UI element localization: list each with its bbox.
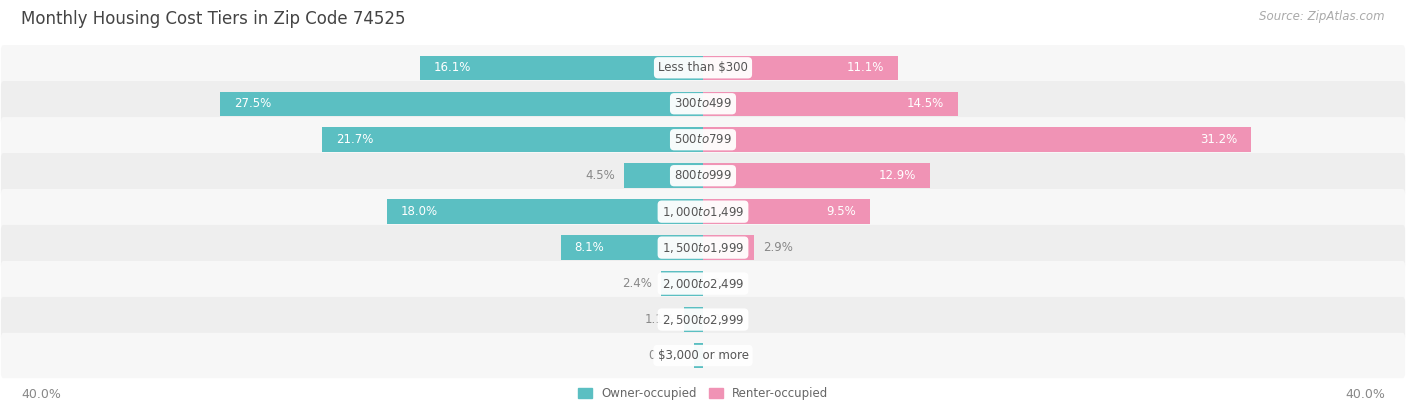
Text: 2.4%: 2.4% — [623, 277, 652, 290]
Bar — [703, 56, 898, 80]
FancyBboxPatch shape — [1, 297, 1405, 342]
Bar — [703, 200, 870, 224]
Text: 21.7%: 21.7% — [336, 133, 373, 146]
Text: 40.0%: 40.0% — [21, 388, 60, 401]
FancyBboxPatch shape — [1, 189, 1405, 234]
Text: 2.9%: 2.9% — [762, 241, 793, 254]
FancyBboxPatch shape — [1, 333, 1405, 378]
Text: $2,500 to $2,999: $2,500 to $2,999 — [662, 312, 744, 327]
Bar — [387, 200, 703, 224]
Bar — [624, 164, 703, 188]
Bar — [703, 164, 929, 188]
FancyBboxPatch shape — [1, 153, 1405, 198]
Text: 11.1%: 11.1% — [846, 61, 884, 74]
Text: 9.5%: 9.5% — [827, 205, 856, 218]
Bar — [322, 127, 703, 152]
FancyBboxPatch shape — [1, 45, 1405, 90]
Legend: Owner-occupied, Renter-occupied: Owner-occupied, Renter-occupied — [572, 383, 834, 405]
Text: 0.53%: 0.53% — [648, 349, 685, 362]
Bar — [703, 127, 1251, 152]
FancyBboxPatch shape — [1, 81, 1405, 127]
Bar — [561, 235, 703, 260]
Text: $1,500 to $1,999: $1,500 to $1,999 — [662, 241, 744, 255]
Text: 1.1%: 1.1% — [645, 313, 675, 326]
Text: 0.0%: 0.0% — [711, 313, 741, 326]
Bar — [693, 343, 703, 368]
Text: Monthly Housing Cost Tiers in Zip Code 74525: Monthly Housing Cost Tiers in Zip Code 7… — [21, 10, 405, 28]
Text: 12.9%: 12.9% — [879, 169, 915, 182]
Text: $800 to $999: $800 to $999 — [673, 169, 733, 182]
Bar — [219, 92, 703, 116]
Text: 16.1%: 16.1% — [434, 61, 471, 74]
Bar — [703, 235, 754, 260]
Text: $2,000 to $2,499: $2,000 to $2,499 — [662, 276, 744, 290]
Text: 31.2%: 31.2% — [1201, 133, 1237, 146]
FancyBboxPatch shape — [1, 261, 1405, 306]
Text: 18.0%: 18.0% — [401, 205, 437, 218]
Bar — [703, 92, 957, 116]
Text: 8.1%: 8.1% — [575, 241, 605, 254]
Text: 0.0%: 0.0% — [711, 277, 741, 290]
Text: Less than $300: Less than $300 — [658, 61, 748, 74]
FancyBboxPatch shape — [1, 225, 1405, 270]
Bar — [420, 56, 703, 80]
Text: $1,000 to $1,499: $1,000 to $1,499 — [662, 205, 744, 219]
Text: 0.0%: 0.0% — [711, 349, 741, 362]
Text: $3,000 or more: $3,000 or more — [658, 349, 748, 362]
Text: $500 to $799: $500 to $799 — [673, 133, 733, 146]
Bar — [683, 308, 703, 332]
Text: 27.5%: 27.5% — [233, 97, 271, 110]
Text: 14.5%: 14.5% — [907, 97, 943, 110]
Text: Source: ZipAtlas.com: Source: ZipAtlas.com — [1260, 10, 1385, 23]
FancyBboxPatch shape — [1, 117, 1405, 162]
Text: $300 to $499: $300 to $499 — [673, 97, 733, 110]
Bar — [661, 271, 703, 296]
Text: 40.0%: 40.0% — [1346, 388, 1385, 401]
Text: 4.5%: 4.5% — [585, 169, 616, 182]
